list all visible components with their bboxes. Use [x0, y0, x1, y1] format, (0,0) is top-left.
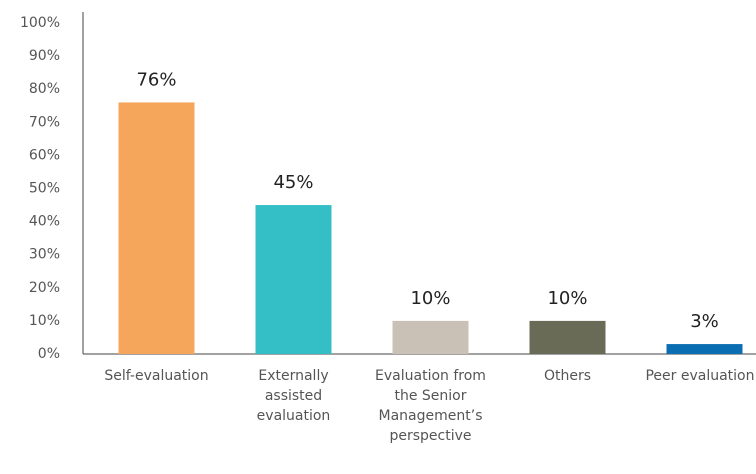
y-tick-label: 40% [29, 214, 60, 230]
y-tick-label: 30% [29, 247, 60, 263]
x-tick-label: Externally assisted evaluation [256, 368, 331, 424]
data-label: 10% [547, 288, 587, 309]
y-tick-label: 0% [38, 346, 60, 362]
data-label: 45% [273, 172, 313, 193]
bar [666, 344, 743, 354]
bar [392, 320, 469, 354]
bar [118, 102, 195, 354]
data-label: 10% [410, 288, 450, 309]
y-tick-label: 70% [29, 114, 60, 130]
y-tick-label: 100% [20, 15, 60, 31]
y-tick-label: 90% [29, 48, 60, 64]
x-tick-label: Peer evaluation [645, 368, 755, 384]
y-tick-label: 60% [29, 147, 60, 163]
x-tick-label: Self-evaluation [104, 368, 209, 384]
y-tick-label: 80% [29, 81, 60, 97]
x-tick-label: Evaluation from the Senior Management’s … [375, 368, 486, 444]
data-label: 76% [136, 69, 176, 90]
bar [529, 320, 606, 354]
data-label: 3% [690, 311, 719, 332]
y-tick-label: 50% [29, 181, 60, 197]
bar [255, 205, 332, 354]
y-tick-label: 10% [29, 313, 60, 329]
y-tick-label: 20% [29, 280, 60, 296]
x-tick-label: Others [543, 368, 592, 384]
